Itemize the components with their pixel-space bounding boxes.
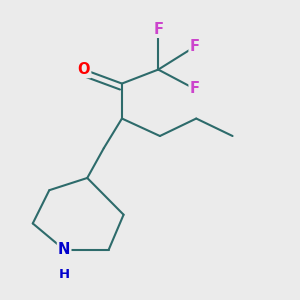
- Text: F: F: [190, 81, 200, 96]
- Text: N: N: [58, 242, 70, 257]
- Text: F: F: [153, 22, 163, 37]
- Text: H: H: [58, 268, 70, 281]
- Text: N: N: [58, 242, 70, 257]
- Text: O: O: [78, 62, 90, 77]
- Text: F: F: [190, 39, 200, 54]
